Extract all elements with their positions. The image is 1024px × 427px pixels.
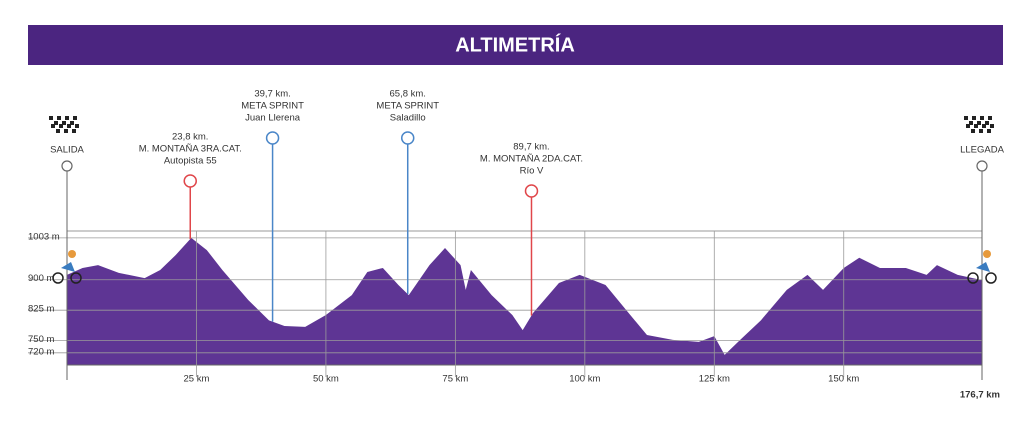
cyclist-wheel: [985, 272, 997, 284]
flag-square: [972, 116, 976, 120]
flag-square: [979, 129, 983, 133]
flag-square: [969, 121, 973, 125]
annotation-circle: [183, 174, 197, 188]
elevation-area: [67, 237, 982, 365]
flag-square: [971, 129, 975, 133]
annotation-text: M. MONTAÑA 2DA.CAT.: [480, 154, 583, 165]
annotation-text: META SPRINT: [376, 101, 439, 112]
flag-square: [974, 124, 978, 128]
flag-square: [67, 124, 71, 128]
flag-square: [987, 129, 991, 133]
post-circle: [976, 160, 988, 172]
y-tick-label: 1003 m: [28, 231, 60, 242]
annotation-circle: [524, 184, 539, 198]
cyclist-head: [68, 250, 76, 258]
x-tick-label: 75 km: [442, 374, 468, 385]
annotation-text: META SPRINT: [241, 101, 304, 112]
y-tick-label: 825 m: [28, 304, 54, 315]
x-tick-label: 176,7 km: [960, 390, 1000, 401]
annotation-text: 39,7 km.: [254, 89, 290, 100]
flag-square: [59, 124, 63, 128]
cyclist-wheel: [967, 272, 979, 284]
x-tick-label: 25 km: [184, 374, 210, 385]
flag-square: [51, 124, 55, 128]
flag-square: [977, 121, 981, 125]
cyclist-wheel: [70, 272, 82, 284]
flag-square: [982, 124, 986, 128]
annotation-text: 23,8 km.: [172, 132, 208, 143]
chart-title: ALTIMETRÍA: [455, 33, 575, 56]
flag-square: [62, 121, 66, 125]
cyclist-body: [61, 262, 75, 272]
cyclist-wheel: [52, 272, 64, 284]
y-tick-label: 900 m: [28, 273, 54, 284]
header-bar: [28, 25, 1003, 65]
x-tick-label: 150 km: [828, 374, 859, 385]
flag-square: [70, 121, 74, 125]
flag-square: [964, 116, 968, 120]
x-tick-label: 125 km: [699, 374, 730, 385]
flag-square: [73, 116, 77, 120]
flag-square: [75, 124, 79, 128]
annotation-text: 65,8 km.: [390, 89, 426, 100]
flag-square: [990, 124, 994, 128]
y-tick-label: 720 m: [28, 346, 54, 357]
flag-square: [988, 116, 992, 120]
post-circle: [61, 160, 73, 172]
annotation-text: Juan Llerena: [245, 113, 301, 124]
flag-square: [985, 121, 989, 125]
flag-square: [57, 116, 61, 120]
flag-square: [980, 116, 984, 120]
cyclist-body: [976, 262, 990, 272]
annotation-text: 89,7 km.: [513, 142, 549, 153]
annotation-circle: [265, 131, 280, 145]
annotation-text: Río V: [520, 166, 544, 177]
flag-square: [966, 124, 970, 128]
flag-square: [65, 116, 69, 120]
flag-square: [56, 129, 60, 133]
flag-square: [54, 121, 58, 125]
cyclist-head: [983, 250, 991, 258]
post-label: SALIDA: [50, 145, 84, 156]
flag-square: [49, 116, 53, 120]
annotation-text: M. MONTAÑA 3RA.CAT.: [139, 144, 242, 155]
flag-square: [72, 129, 76, 133]
annotation-text: Autopista 55: [164, 156, 217, 167]
x-tick-label: 100 km: [569, 374, 600, 385]
annotation-text: Saladillo: [390, 113, 426, 124]
y-tick-label: 750 m: [28, 334, 54, 345]
flag-square: [64, 129, 68, 133]
post-label: LLEGADA: [960, 145, 1004, 156]
x-tick-label: 50 km: [313, 374, 339, 385]
annotation-circle: [400, 131, 415, 145]
